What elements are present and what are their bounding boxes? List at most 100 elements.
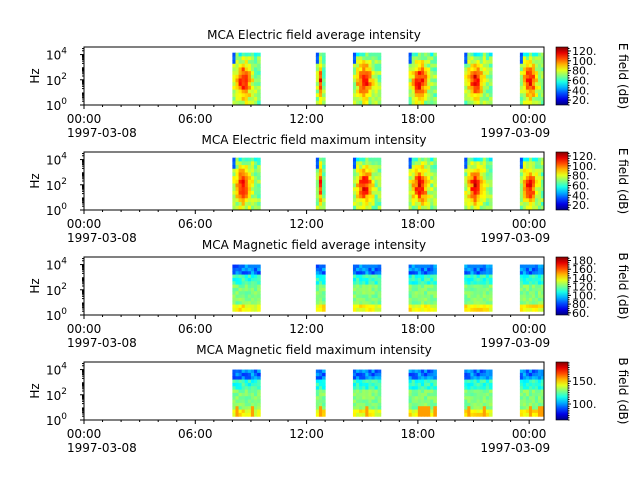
data-cell	[424, 161, 428, 166]
data-cell	[411, 274, 416, 279]
data-cell	[420, 179, 425, 185]
data-cell	[362, 382, 366, 387]
data-cell	[427, 85, 431, 91]
data-cell	[244, 301, 249, 306]
data-cell	[247, 71, 252, 76]
y-tick-base: 10	[46, 99, 61, 113]
data-cell	[235, 190, 240, 196]
data-cell	[371, 183, 376, 188]
data-cell	[470, 297, 475, 302]
data-cell	[470, 201, 475, 207]
data-cell	[238, 85, 243, 91]
data-cell	[408, 372, 413, 377]
data-cell	[528, 157, 533, 162]
data-cell	[356, 165, 360, 170]
data-cell	[470, 52, 475, 57]
data-cell	[519, 56, 524, 61]
data-cell	[531, 60, 536, 65]
data-cell	[522, 85, 527, 91]
data-cell	[473, 392, 478, 397]
data-cell	[519, 74, 524, 80]
data-cell	[318, 157, 323, 162]
data-cell	[430, 74, 434, 80]
data-cell	[467, 172, 471, 177]
data-cell	[371, 194, 376, 199]
data-cell	[235, 96, 240, 102]
data-cell	[250, 386, 255, 391]
data-cell	[433, 406, 437, 411]
data-cell	[368, 382, 372, 387]
data-cell	[479, 165, 484, 170]
data-cell	[467, 205, 471, 210]
data-cell	[519, 60, 524, 65]
data-cell	[417, 382, 422, 387]
data-cell	[238, 172, 243, 177]
data-cell	[488, 284, 493, 289]
data-cell	[485, 93, 490, 98]
data-cell	[356, 201, 360, 207]
data-cell	[519, 369, 524, 374]
data-cell	[359, 389, 363, 394]
data-cell	[257, 60, 261, 65]
data-cell	[371, 284, 376, 289]
data-cell	[352, 402, 357, 407]
data-cell	[408, 194, 413, 199]
data-cell	[244, 399, 249, 404]
data-cell	[488, 74, 493, 80]
data-cell	[247, 291, 252, 296]
data-cell	[322, 71, 326, 76]
data-cell	[531, 409, 536, 414]
data-cell	[525, 190, 530, 196]
data-cell	[470, 399, 475, 404]
data-cell	[534, 85, 539, 91]
data-cell	[244, 264, 249, 269]
data-cell	[470, 165, 475, 170]
data-cell	[238, 412, 243, 417]
data-cell	[525, 165, 530, 170]
data-cell	[467, 201, 471, 207]
data-cell	[244, 161, 249, 166]
data-cell	[247, 172, 252, 177]
data-cell	[315, 161, 320, 166]
data-cell	[254, 165, 258, 170]
data-cell	[250, 96, 255, 102]
data-cell	[377, 291, 382, 296]
data-cell	[254, 396, 258, 401]
data-cell	[254, 379, 258, 384]
data-cell	[250, 382, 255, 387]
data-cell	[427, 168, 431, 173]
data-cell	[352, 271, 357, 276]
data-cell	[473, 379, 478, 384]
data-cell	[232, 274, 236, 279]
data-cell	[537, 96, 542, 102]
data-cell	[427, 406, 431, 411]
data-cell	[464, 205, 468, 210]
data-cell	[433, 93, 437, 98]
data-cell	[356, 60, 360, 65]
data-cell	[525, 291, 530, 296]
data-cell	[371, 274, 376, 279]
data-cell	[257, 194, 261, 199]
data-cell	[485, 386, 490, 391]
data-cell	[359, 372, 363, 377]
data-cell	[467, 93, 471, 98]
data-cell	[525, 198, 530, 203]
data-cell	[417, 307, 422, 312]
data-cell	[352, 60, 357, 65]
data-cell	[470, 291, 475, 296]
data-cell	[377, 71, 382, 76]
data-cell	[374, 56, 379, 61]
data-cell	[408, 67, 413, 72]
colorbar: 150.100. B field (dB)	[555, 358, 630, 424]
data-cell	[318, 179, 323, 185]
data-cell	[525, 183, 530, 188]
data-cell	[420, 284, 425, 289]
x-tick-label: 18:00	[401, 322, 436, 336]
data-cell	[534, 379, 539, 384]
data-cell	[356, 409, 360, 414]
data-cell	[359, 176, 363, 181]
data-cell	[244, 93, 249, 98]
data-cell	[362, 294, 366, 299]
data-cell	[430, 52, 434, 57]
data-cell	[470, 179, 475, 185]
